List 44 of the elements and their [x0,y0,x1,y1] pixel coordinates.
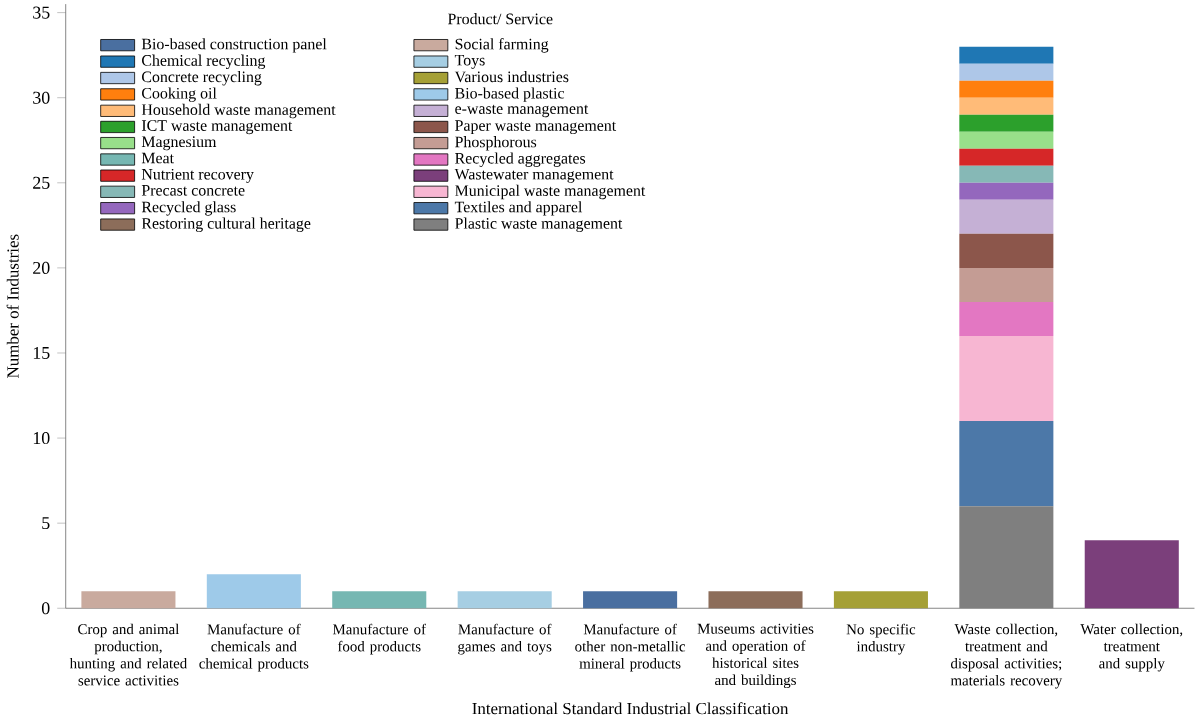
legend-label: Wastewater management [454,168,614,183]
legend-label: Municipal waste management [455,184,646,200]
legend-label: Nutrient recovery [141,168,254,183]
legend-label: Toys [454,54,485,69]
y-axis-title: Number of Industries [6,234,19,378]
y-tick-label: 15 [33,347,50,360]
x-tick-label: Waste collection, treatment and disposal activities; materials recovery [950,623,1063,689]
legend-label: Textiles and apparel [454,201,583,216]
x-axis-title: International Standard Industrial Classification [472,702,789,715]
legend-label: Meat [141,152,174,164]
y-tick-label: 10 [33,432,50,445]
legend-label: Bio-based plastic [455,87,565,102]
x-tick-label: Museums activities and operation of historical sites and buildings [697,623,814,689]
y-tick-label: 25 [33,176,50,189]
legend-label: Social farming [455,38,549,53]
legend-label: Cooking oil [142,87,217,102]
x-tick-label: Manufacture of other non-metallic mineral products [575,623,686,672]
x-tick-label: No specific industry [846,623,916,655]
y-tick-label: 30 [33,91,50,104]
legend-label: Household waste management [141,103,336,119]
y-tick-label: 20 [33,261,50,274]
y-tick-label: 0 [41,602,50,615]
legend-label: Magnesium [141,136,217,151]
x-tick-label: Crop and animal production, hunting and related service activities [69,623,188,686]
y-tick-label: 5 [42,517,50,530]
legend-label: Concrete recycling [142,71,262,86]
legend-label: Bio-based construction panel [141,38,327,53]
legend-label: Recycled aggregates [455,152,586,167]
legend-label: Various industries [454,71,569,83]
legend-label: Plastic waste management [455,217,623,233]
x-tick-label: Manufacture of food products [332,623,427,655]
legend-label: ICT waste management [141,120,293,135]
legend-title: Product/ Service [447,13,553,25]
legend-label: Paper waste management [455,120,617,135]
legend-label: Precast concrete [141,185,245,196]
legend-label: Restoring cultural heritage [141,217,311,233]
y-tick-label: 35 [33,6,50,19]
x-tick-label: Manufacture of games and toys [458,623,552,655]
x-tick-label: Water collection, treatment and supply [1080,623,1183,672]
legend-label: e-waste management [455,104,589,118]
legend-label: Phosphorous [455,136,537,151]
legend-label: Recycled glass [141,201,236,216]
legend-label: Chemical recycling [142,54,266,70]
x-tick-label: Manufacture of chemicals and chemical products [199,623,309,672]
